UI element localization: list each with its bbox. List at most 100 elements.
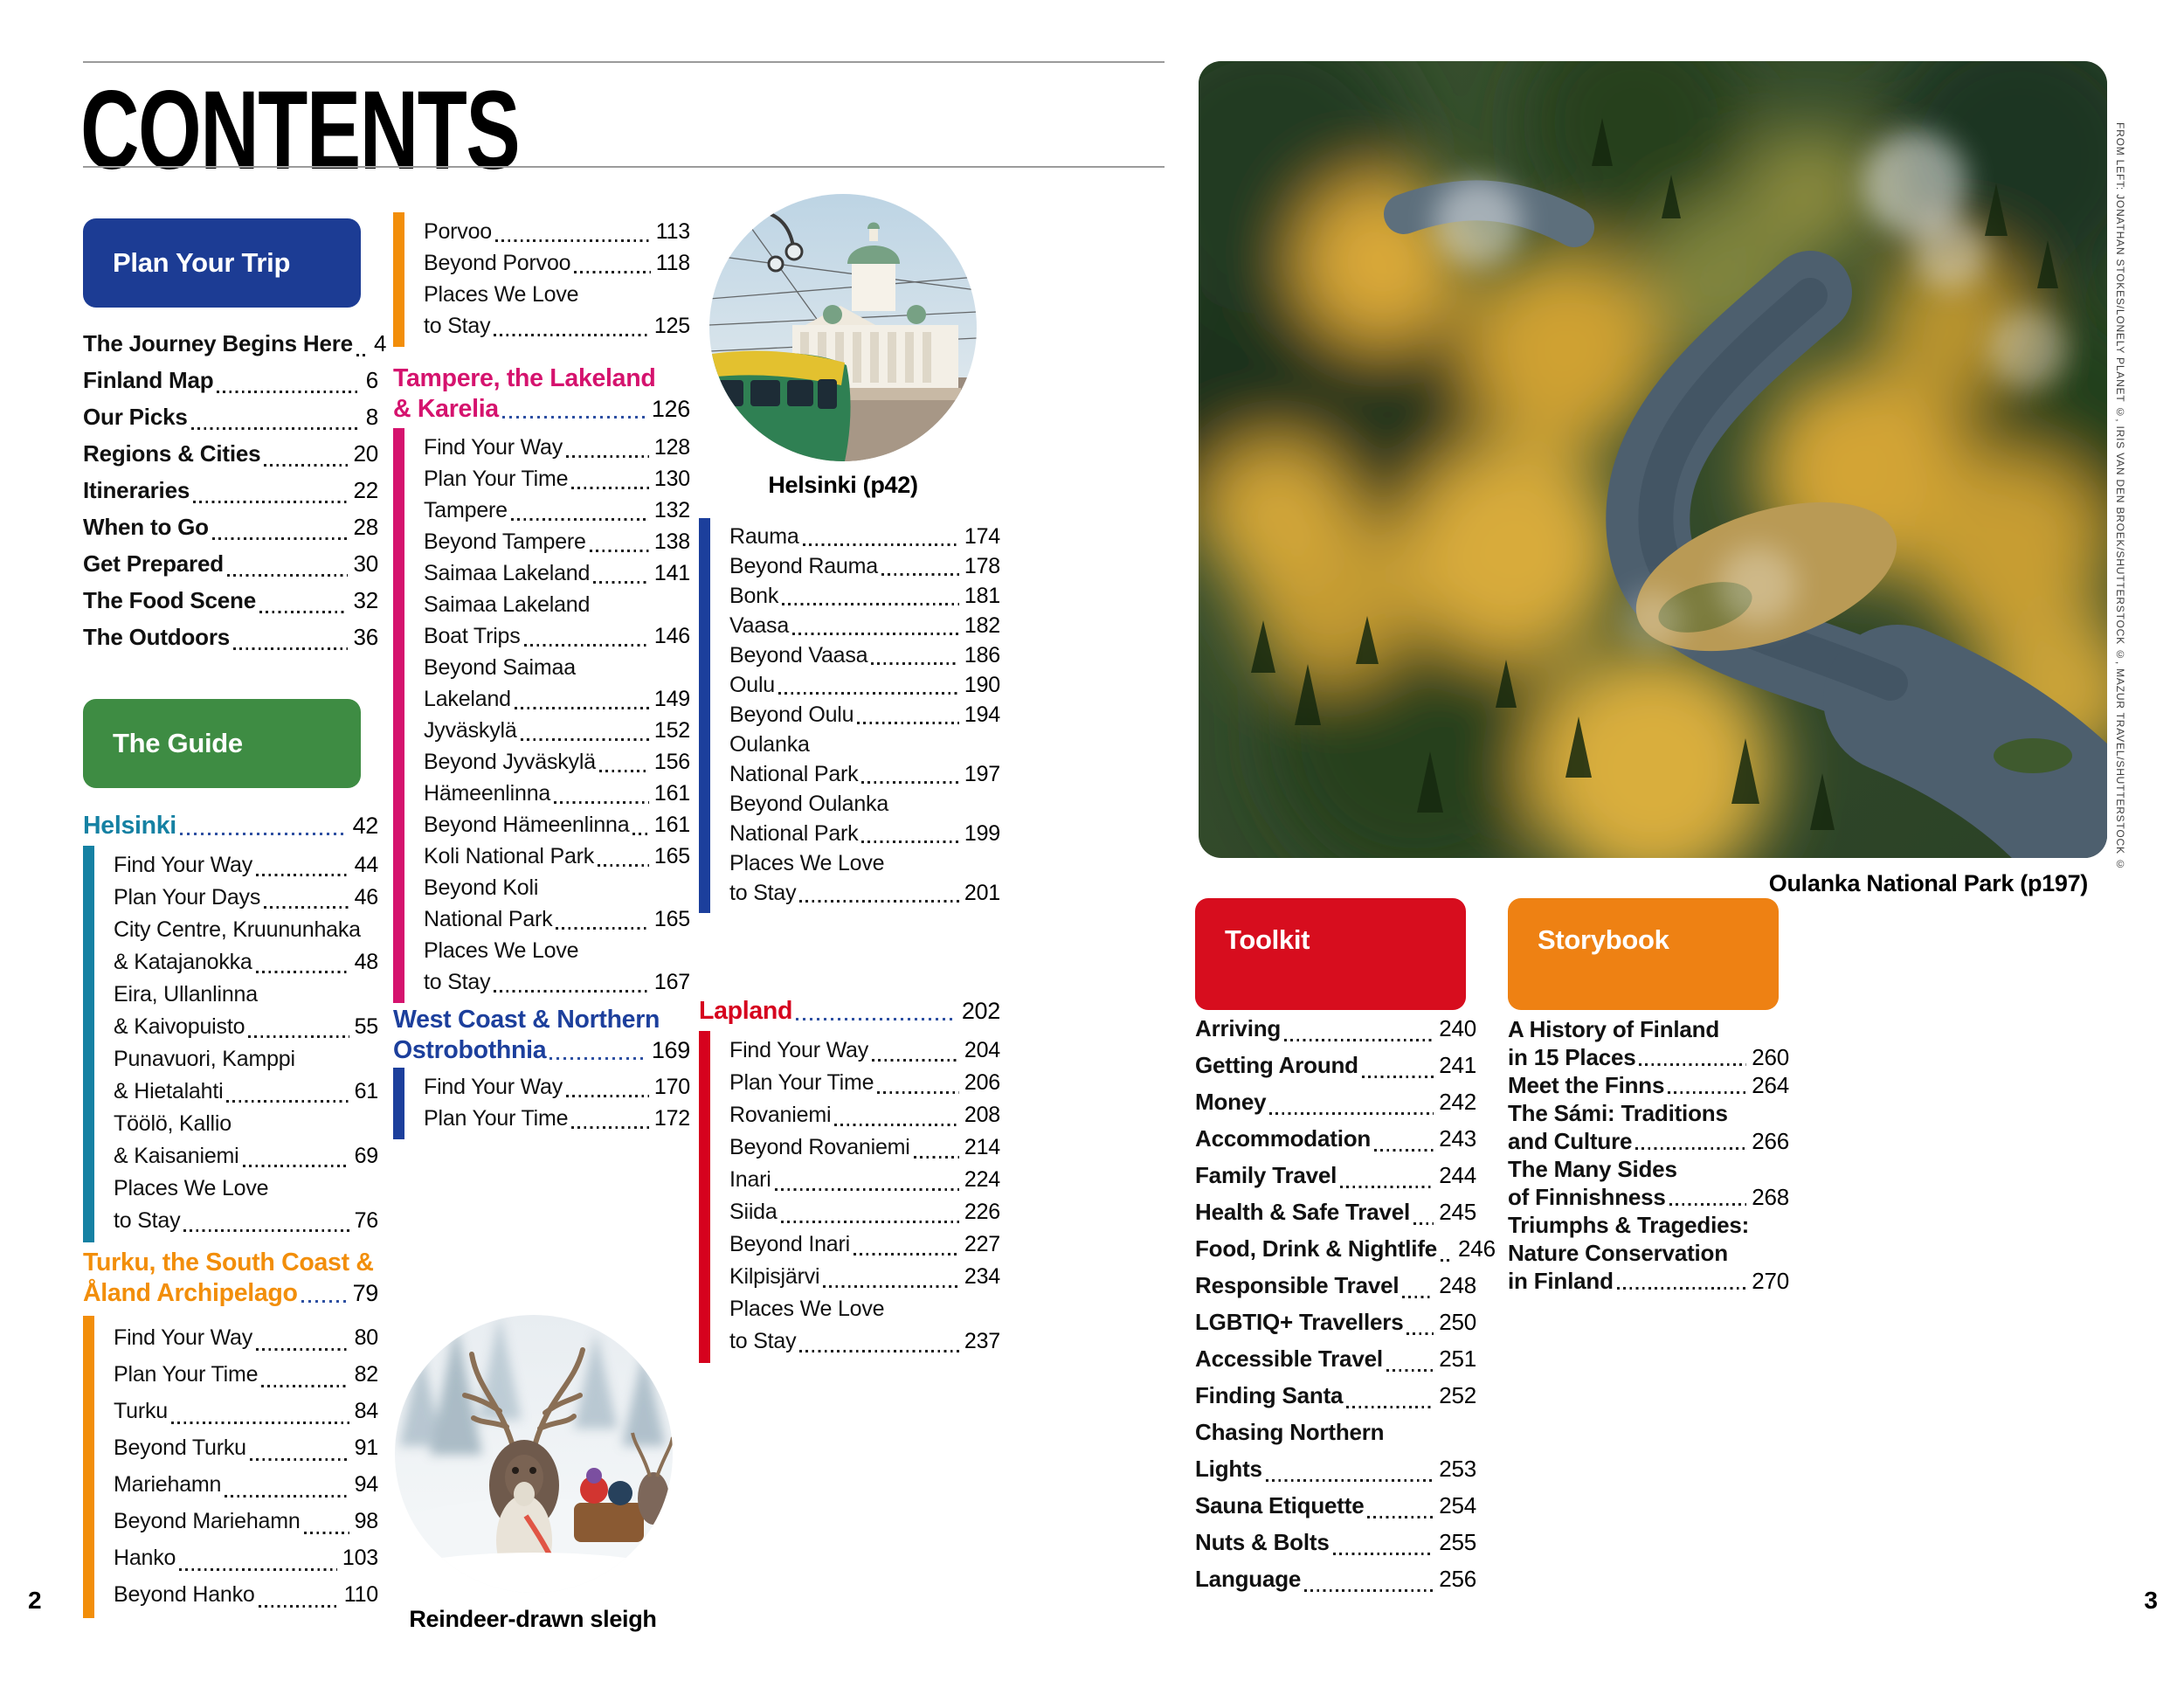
entry-page-number: 118 bbox=[655, 251, 690, 275]
entry-label-line: Saimaa Lakeland bbox=[424, 592, 591, 617]
entry-label: Rauma bbox=[729, 524, 799, 549]
entry-page-number: 206 bbox=[964, 1070, 1000, 1095]
dot-leader bbox=[242, 1165, 349, 1167]
toc-entry: Hanko 103 bbox=[114, 1539, 378, 1576]
entry-label-line: Töölö, Kallio bbox=[114, 1111, 232, 1136]
section-title: Lapland bbox=[699, 997, 793, 1025]
entry-label: Food, Drink & Nightlife bbox=[1195, 1235, 1438, 1262]
toolkit-list: Arriving 240 Getting Around 241 Money 242 Acco… bbox=[1195, 1010, 1496, 1597]
toc-entry: Beyond Inari 227 bbox=[729, 1228, 1000, 1261]
dot-leader bbox=[1340, 1186, 1434, 1188]
entry-page-number: 128 bbox=[653, 435, 690, 460]
lapland-list: Find Your Way 204 Plan Your Time 206 Rovanie… bbox=[699, 1031, 1000, 1363]
dot-leader bbox=[549, 1057, 646, 1060]
entry-page-number: 22 bbox=[353, 477, 378, 503]
entry-page-number: 4 bbox=[373, 330, 387, 356]
entry-label-line: The Sámi: Traditions bbox=[1508, 1100, 1728, 1126]
dot-leader bbox=[1346, 1406, 1434, 1408]
dot-leader bbox=[301, 1300, 348, 1303]
toc-entry: Beyond Vaasa 186 bbox=[729, 640, 1000, 670]
section-title-line1: Tampere, the Lakeland bbox=[393, 364, 656, 392]
toc-entry: Mariehamn 94 bbox=[114, 1466, 378, 1503]
toolkit-chip: Toolkit bbox=[1195, 898, 1466, 1010]
oulanka-photo bbox=[1199, 61, 2107, 858]
top-rule bbox=[83, 61, 1165, 63]
page-number-left: 2 bbox=[28, 1587, 42, 1614]
entry-label: Mariehamn bbox=[114, 1472, 222, 1497]
toc-entry: Regions & Cities 20 bbox=[83, 435, 378, 472]
toc-entry: Food, Drink & Nightlife 246 bbox=[1195, 1230, 1496, 1267]
entry-page-number: 91 bbox=[354, 1435, 379, 1460]
entry-page-number: 82 bbox=[354, 1362, 379, 1387]
dot-leader bbox=[881, 573, 959, 576]
entry-page-number: 48 bbox=[354, 950, 379, 974]
toc-entry: Saimaa Lakeland 141 bbox=[424, 557, 690, 589]
entry-page-number: 44 bbox=[354, 853, 379, 877]
entry-page-number: 266 bbox=[1752, 1128, 1789, 1154]
reindeer-photo-illustration bbox=[395, 1315, 673, 1593]
entry-label: Tampere bbox=[424, 498, 508, 522]
dot-leader bbox=[792, 633, 959, 635]
photo-credit: FROM LEFT: JONATHAN STOKES/LONELY PLANET… bbox=[2114, 122, 2126, 871]
entry-label-line: Places We Love bbox=[729, 1297, 885, 1321]
entry-label: Find Your Way bbox=[114, 1325, 253, 1350]
entry-page-number: 20 bbox=[353, 440, 378, 467]
toc-entry: Accessible Travel 251 bbox=[1195, 1340, 1476, 1377]
dot-leader bbox=[872, 1059, 959, 1062]
toc-entry: LGBTIQ+ Travellers 250 bbox=[1195, 1304, 1476, 1340]
entry-label: in 15 Places bbox=[1508, 1044, 1636, 1070]
toc-entry: The Sámi: Traditions and Culture 266 bbox=[1508, 1099, 1789, 1155]
entry-page-number: 98 bbox=[354, 1509, 379, 1533]
entry-page-number: 201 bbox=[964, 881, 1000, 905]
dot-leader bbox=[249, 1458, 349, 1461]
entry-label: Oulu bbox=[729, 673, 776, 697]
dot-leader bbox=[510, 518, 649, 521]
dot-leader bbox=[1639, 1063, 1747, 1066]
section-page: 169 bbox=[651, 1037, 690, 1063]
dot-leader bbox=[256, 874, 349, 876]
toc-entry: Siida 226 bbox=[729, 1196, 1000, 1228]
page-number-right: 3 bbox=[2144, 1587, 2158, 1614]
entry-label: Our Picks bbox=[83, 404, 188, 430]
storybook-chip: Storybook bbox=[1508, 898, 1779, 1010]
entry-label: Beyond Hanko bbox=[114, 1582, 255, 1607]
dot-leader bbox=[514, 707, 649, 709]
entry-label: of Finnishness bbox=[1508, 1184, 1666, 1210]
entry-label: Itineraries bbox=[83, 477, 190, 503]
toc-entry: City Centre, Kruununhaka & Katajanokka 48 bbox=[114, 914, 378, 979]
toc-entry: Meet the Finns 264 bbox=[1508, 1071, 1789, 1099]
entry-page-number: 110 bbox=[343, 1582, 378, 1607]
dot-leader bbox=[853, 1253, 959, 1256]
entry-label: National Park bbox=[729, 821, 859, 846]
dot-leader bbox=[1332, 1553, 1434, 1555]
entry-page-number: 226 bbox=[964, 1200, 1000, 1224]
toolkit-label: Toolkit bbox=[1225, 924, 1310, 955]
section-page: 79 bbox=[352, 1280, 379, 1306]
section-page: 42 bbox=[352, 813, 379, 839]
entry-page-number: 113 bbox=[655, 219, 690, 244]
section-page: 126 bbox=[651, 396, 690, 422]
toc-entry: Beyond Oulanka National Park 199 bbox=[729, 789, 1000, 848]
entry-label: & Kaisaniemi bbox=[114, 1144, 239, 1168]
section-heading-tampere: Tampere, the Lakeland & Karelia 126 bbox=[393, 363, 690, 425]
entry-page-number: 240 bbox=[1439, 1015, 1476, 1041]
entry-page-number: 69 bbox=[354, 1144, 379, 1168]
entry-label: Plan Your Time bbox=[424, 467, 569, 491]
dot-leader bbox=[598, 770, 649, 772]
entry-page-number: 36 bbox=[353, 624, 378, 650]
dot-leader bbox=[774, 1188, 959, 1191]
entry-label-line: Nature Conservation bbox=[1508, 1240, 1728, 1266]
turku-continued-list: Porvoo 113 Beyond Porvoo 118 Places We Love t… bbox=[393, 212, 690, 347]
section-title-line2: & Karelia bbox=[393, 395, 499, 423]
entry-label-line: Oulanka bbox=[729, 732, 810, 757]
dot-leader bbox=[193, 501, 349, 503]
entry-page-number: 8 bbox=[365, 404, 378, 430]
entry-label: Boat Trips bbox=[424, 624, 521, 648]
entry-page-number: 165 bbox=[653, 907, 690, 931]
dot-leader bbox=[233, 647, 349, 650]
entry-label: in Finland bbox=[1508, 1268, 1614, 1294]
dot-leader bbox=[170, 1422, 349, 1424]
entry-page-number: 125 bbox=[653, 314, 690, 338]
entry-label: Lights bbox=[1195, 1456, 1262, 1482]
entry-page-number: 181 bbox=[964, 584, 1000, 608]
